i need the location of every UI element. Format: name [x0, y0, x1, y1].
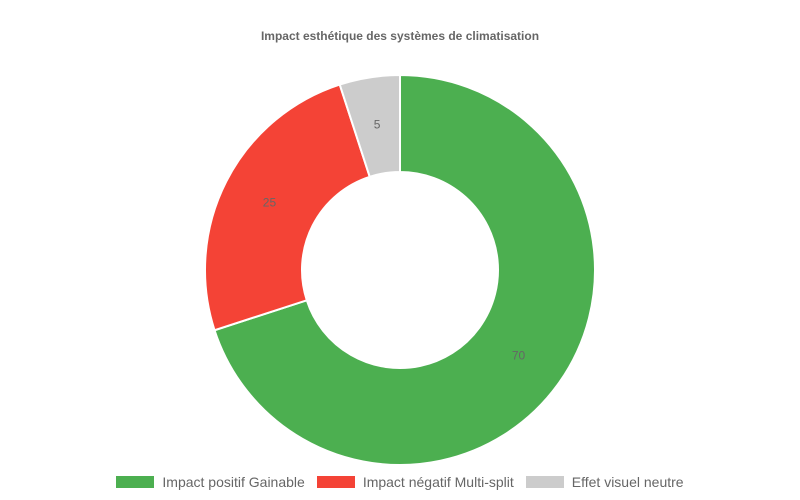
slices-group	[204, 73, 596, 466]
legend-label-neutre: Effet visuel neutre	[571, 474, 684, 490]
data-label-multi-split: 25	[263, 196, 277, 210]
legend: Impact positif Gainable Impact négatif M…	[0, 474, 800, 490]
legend-swatch-gainable	[116, 476, 155, 488]
slice-neutre[interactable]	[338, 73, 401, 179]
legend-item-gainable[interactable]: Impact positif Gainable	[116, 474, 305, 490]
data-labels-group: 70 25 5	[263, 117, 526, 362]
chart-title: Impact esthétique des systèmes de climat…	[260, 29, 540, 43]
slice-gainable[interactable]	[213, 73, 596, 466]
legend-label-gainable: Impact positif Gainable	[162, 474, 305, 490]
legend-swatch-multi-split	[316, 476, 355, 488]
legend-item-multi-split[interactable]: Impact négatif Multi-split	[316, 474, 514, 490]
slice-multi-split[interactable]	[204, 83, 371, 332]
data-label-gainable: 70	[512, 348, 526, 362]
legend-item-neutre[interactable]: Effet visuel neutre	[525, 474, 684, 490]
legend-swatch-neutre	[525, 476, 564, 488]
legend-label-multi-split: Impact négatif Multi-split	[362, 474, 514, 490]
data-label-neutre: 5	[374, 117, 381, 131]
